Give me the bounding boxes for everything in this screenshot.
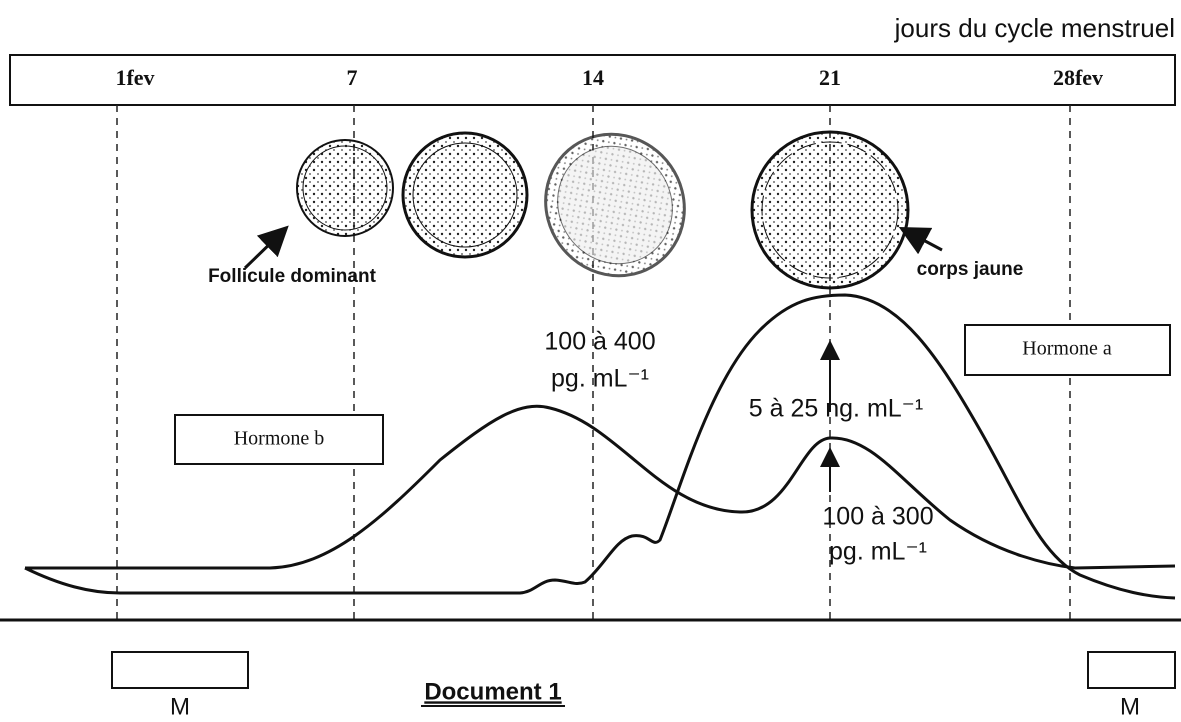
label: corps jaune <box>917 259 1024 280</box>
day-label: 14 <box>582 65 604 90</box>
arrow <box>245 236 278 268</box>
caption: Document 1 <box>424 678 561 705</box>
menstruation-box <box>112 652 248 688</box>
diagram: jours du cycle menstruel 1fev 7 14 21 28… <box>0 0 1181 722</box>
axis-title: jours du cycle menstruel <box>894 13 1175 43</box>
label: 5 à 25 ng. mL⁻¹ <box>749 395 923 423</box>
day-label: 7 <box>347 65 358 90</box>
day-label: 21 <box>819 65 841 90</box>
legend-label: Hormone b <box>234 428 325 450</box>
label: pg. mL⁻¹ <box>829 538 927 566</box>
label: 100 à 400 <box>544 328 655 356</box>
legend-label: Hormone a <box>1022 338 1112 360</box>
menstruation-box <box>1088 652 1175 688</box>
label: pg. mL⁻¹ <box>551 365 649 393</box>
menstruation-label: M <box>1120 693 1140 720</box>
label: 100 à 300 <box>822 503 933 531</box>
day-label: 28fev <box>1053 65 1103 90</box>
arrow <box>912 234 942 250</box>
menstruation-label: M <box>170 693 190 720</box>
day-label: 1fev <box>115 65 154 90</box>
label: Follicule dominant <box>208 266 377 287</box>
follicles <box>297 107 908 303</box>
